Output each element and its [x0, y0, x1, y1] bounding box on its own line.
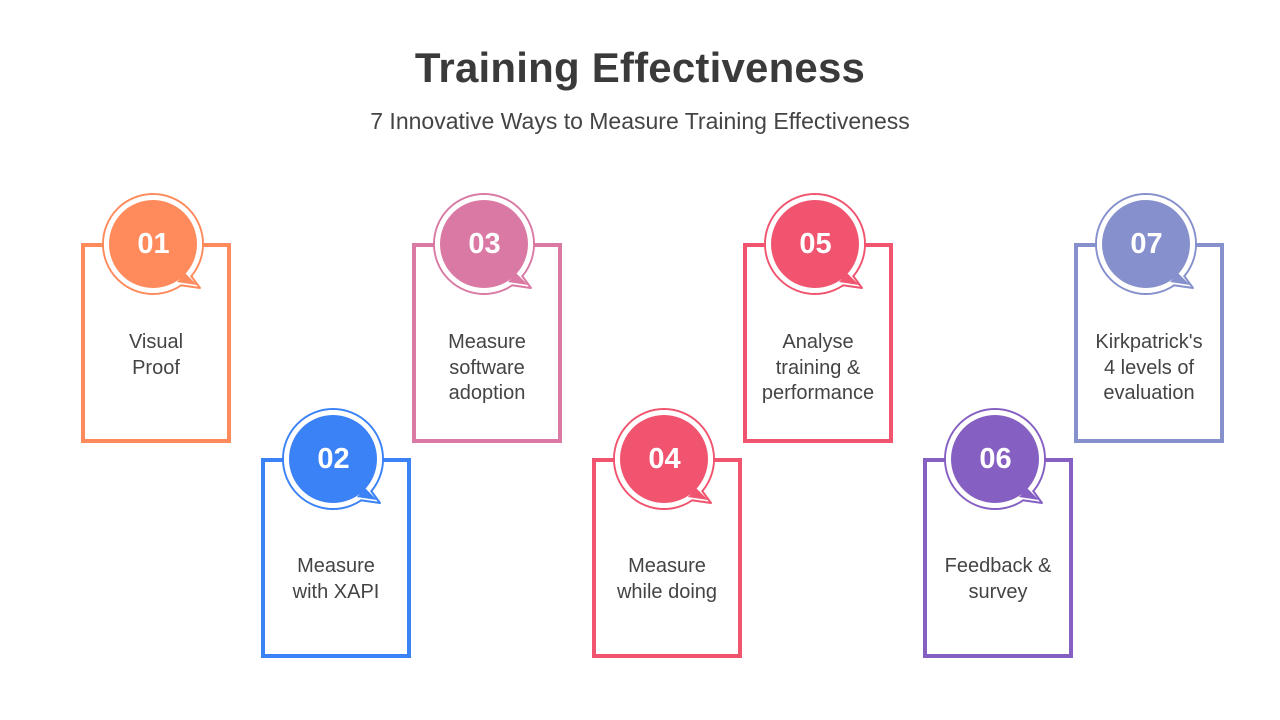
- speech-bubble-icon: [281, 408, 391, 518]
- step-02: 02 Measure with XAPI: [261, 408, 411, 658]
- speech-bubble-icon: [763, 193, 873, 303]
- step-number: 02: [317, 443, 350, 475]
- speech-bubble-icon: [943, 408, 1053, 518]
- speech-bubble-icon: [101, 193, 211, 303]
- step-number: 07: [1130, 228, 1163, 260]
- step-06: 06 Feedback & survey: [923, 408, 1073, 658]
- step-07: 07 Kirkpatrick's 4 levels of evaluation: [1074, 193, 1224, 443]
- step-number: 01: [137, 228, 170, 260]
- speech-bubble-icon: [612, 408, 722, 518]
- step-01: 01 Visual Proof: [81, 193, 231, 443]
- step-label: Feedback & survey: [944, 555, 1052, 603]
- step-05: 05 Analyse training & performance: [743, 193, 893, 443]
- step-label: Analyse training & performance: [761, 331, 875, 404]
- page-subtitle: 7 Innovative Ways to Measure Training Ef…: [370, 108, 910, 134]
- step-label: Measure with XAPI: [292, 555, 380, 603]
- step-number: 03: [468, 228, 501, 260]
- step-label: Measure while doing: [616, 555, 718, 603]
- step-number: 04: [648, 443, 681, 475]
- step-number: 06: [979, 443, 1012, 475]
- step-label: Kirkpatrick's 4 levels of evaluation: [1095, 331, 1203, 404]
- speech-bubble-icon: [432, 193, 542, 303]
- step-number: 05: [799, 228, 832, 260]
- step-label: Visual Proof: [128, 331, 184, 379]
- step-label: Measure software adoption: [448, 331, 526, 404]
- step-03: 03 Measure software adoption: [412, 193, 562, 443]
- page-title: Training Effectiveness: [414, 44, 866, 91]
- step-04: 04 Measure while doing: [592, 408, 742, 658]
- speech-bubble-icon: [1094, 193, 1204, 303]
- step-box: [1074, 243, 1224, 443]
